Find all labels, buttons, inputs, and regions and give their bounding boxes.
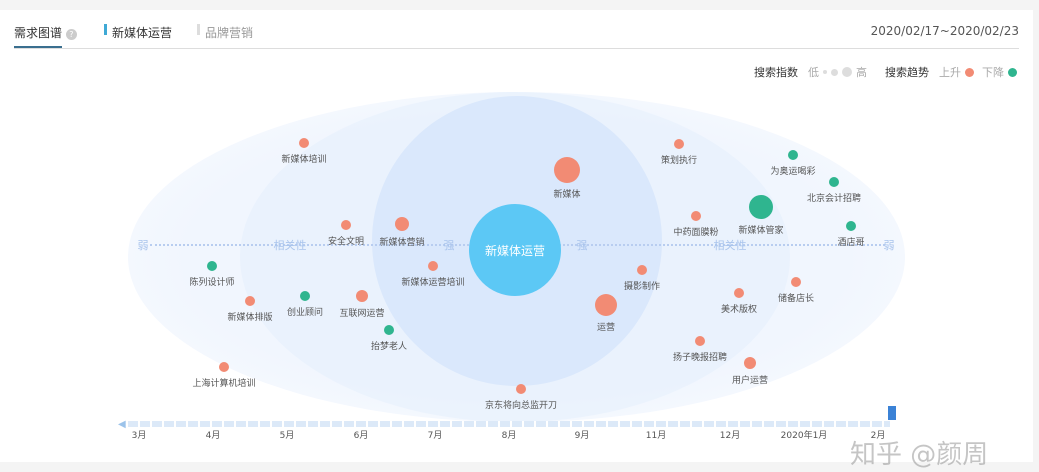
size-medium-icon bbox=[831, 68, 838, 76]
tab-brand-marketing[interactable]: 品牌营销 bbox=[197, 24, 253, 41]
keyword-node[interactable] bbox=[395, 217, 409, 231]
keyword-node[interactable] bbox=[846, 221, 856, 231]
timeline-tick[interactable]: 8月 bbox=[501, 431, 517, 441]
keyword-label[interactable]: 新媒体运营培训 bbox=[401, 278, 465, 288]
keyword-node[interactable] bbox=[554, 157, 580, 183]
keyword-node[interactable] bbox=[734, 288, 744, 298]
keyword-node[interactable] bbox=[219, 362, 229, 372]
keyword-label[interactable]: 运营 bbox=[596, 323, 616, 333]
date-range: 2020/02/17~2020/02/23 bbox=[870, 24, 1019, 38]
keyword-node[interactable] bbox=[384, 325, 394, 335]
timeline-tick[interactable]: 6月 bbox=[353, 431, 369, 441]
legend-up: 上升 bbox=[939, 66, 961, 79]
keyword-label[interactable]: 新媒体排版 bbox=[227, 313, 273, 323]
keyword-label[interactable]: 储备店长 bbox=[777, 294, 815, 304]
keyword-label[interactable]: 酒店哥 bbox=[837, 238, 865, 248]
keyword-label[interactable]: 陈列设计师 bbox=[189, 278, 235, 288]
keyword-label[interactable]: 新媒体 bbox=[553, 190, 581, 200]
legend: 搜索指数 低 高 搜索趋势 上升 下降 bbox=[754, 64, 1017, 80]
axis-strong-right: 强 bbox=[576, 239, 588, 252]
keyword-label[interactable]: 京东将向总监开刀 bbox=[484, 401, 558, 411]
keyword-label[interactable]: 抬梦老人 bbox=[370, 342, 408, 352]
axis-relevance-left: 相关性 bbox=[273, 239, 307, 252]
keyword-label[interactable]: 互联网运营 bbox=[339, 309, 385, 319]
tab-divider bbox=[14, 48, 1019, 49]
axis-relevance-right: 相关性 bbox=[713, 239, 747, 252]
keyword-label[interactable]: 新媒体管家 bbox=[738, 226, 784, 236]
legend-high: 高 bbox=[856, 66, 867, 79]
timeline-tick[interactable]: 2020年1月 bbox=[780, 431, 828, 441]
timeline-tick[interactable]: 9月 bbox=[574, 431, 590, 441]
keyword-node[interactable] bbox=[595, 294, 617, 316]
keyword-label[interactable]: 扬子晚报招聘 bbox=[672, 353, 728, 363]
keyword-label[interactable]: 为奥运喝彩 bbox=[770, 167, 816, 177]
watermark: 知乎 @颜周 bbox=[850, 440, 989, 470]
keyword-label[interactable]: 用户运营 bbox=[731, 376, 769, 386]
timeline-tick[interactable]: 5月 bbox=[279, 431, 295, 441]
timeline-tick[interactable]: 2月 bbox=[870, 431, 886, 441]
center-keyword[interactable]: 新媒体运营 bbox=[469, 204, 561, 296]
tab-new-media-ops[interactable]: 新媒体运营 bbox=[104, 24, 172, 41]
tab-demand-graph[interactable]: 需求图谱 ? bbox=[14, 24, 77, 41]
keyword-node[interactable] bbox=[691, 211, 701, 221]
keyword-node[interactable] bbox=[788, 150, 798, 160]
timeline-prev-icon[interactable]: ◀ bbox=[118, 419, 126, 430]
help-icon[interactable]: ? bbox=[65, 29, 77, 40]
tab-marker bbox=[104, 24, 107, 35]
keyword-node[interactable] bbox=[341, 220, 351, 230]
keyword-node[interactable] bbox=[245, 296, 255, 306]
keyword-label[interactable]: 策划执行 bbox=[660, 156, 698, 166]
active-tab-indicator bbox=[14, 46, 62, 49]
keyword-node[interactable] bbox=[674, 139, 684, 149]
keyword-node[interactable] bbox=[695, 336, 705, 346]
tab-label: 需求图谱 bbox=[14, 26, 63, 40]
keyword-node[interactable] bbox=[356, 290, 368, 302]
down-dot-icon bbox=[1008, 67, 1017, 77]
timeline-tick[interactable]: 7月 bbox=[427, 431, 443, 441]
size-large-icon bbox=[842, 67, 852, 77]
legend-down: 下降 bbox=[982, 66, 1004, 79]
tab-marker bbox=[197, 24, 200, 35]
keyword-node[interactable] bbox=[207, 261, 217, 271]
keyword-label[interactable]: 安全文明 bbox=[327, 237, 365, 247]
keyword-node[interactable] bbox=[516, 384, 526, 394]
keyword-node[interactable] bbox=[744, 357, 756, 369]
keyword-node[interactable] bbox=[791, 277, 801, 287]
axis-weak-right: 弱 bbox=[883, 239, 895, 252]
keyword-label[interactable]: 北京会计招聘 bbox=[806, 194, 862, 204]
keyword-label[interactable]: 新媒体营销 bbox=[379, 238, 425, 248]
keyword-label[interactable]: 美术版权 bbox=[720, 305, 758, 315]
keyword-label[interactable]: 中药面膜粉 bbox=[673, 228, 719, 238]
axis-weak-left: 弱 bbox=[137, 239, 149, 252]
keyword-node[interactable] bbox=[300, 291, 310, 301]
timeline-track[interactable] bbox=[128, 421, 890, 427]
keyword-label[interactable]: 新媒体培训 bbox=[281, 155, 327, 165]
keyword-label[interactable]: 上海计算机培训 bbox=[192, 379, 256, 389]
timeline-tick[interactable]: 11月 bbox=[645, 431, 667, 441]
timeline-tick[interactable]: 3月 bbox=[131, 431, 147, 441]
timeline-tick[interactable]: 12月 bbox=[719, 431, 741, 441]
up-dot-icon bbox=[965, 67, 974, 77]
keyword-node[interactable] bbox=[829, 177, 839, 187]
keyword-node[interactable] bbox=[749, 195, 773, 219]
axis-strong-left: 强 bbox=[443, 239, 455, 252]
timeline-tick[interactable]: 4月 bbox=[205, 431, 221, 441]
size-small-icon bbox=[823, 70, 827, 74]
tab-label: 品牌营销 bbox=[205, 26, 254, 40]
legend-low: 低 bbox=[808, 66, 819, 79]
timeline-handle[interactable] bbox=[888, 406, 896, 420]
legend-trend-label: 搜索趋势 bbox=[885, 66, 929, 79]
keyword-node[interactable] bbox=[637, 265, 647, 275]
tab-label: 新媒体运营 bbox=[112, 26, 173, 40]
keyword-node[interactable] bbox=[299, 138, 309, 148]
keyword-node[interactable] bbox=[428, 261, 438, 271]
keyword-label[interactable]: 创业顾问 bbox=[286, 308, 324, 318]
legend-index-label: 搜索指数 bbox=[754, 66, 798, 79]
keyword-label[interactable]: 摄影制作 bbox=[623, 282, 661, 292]
